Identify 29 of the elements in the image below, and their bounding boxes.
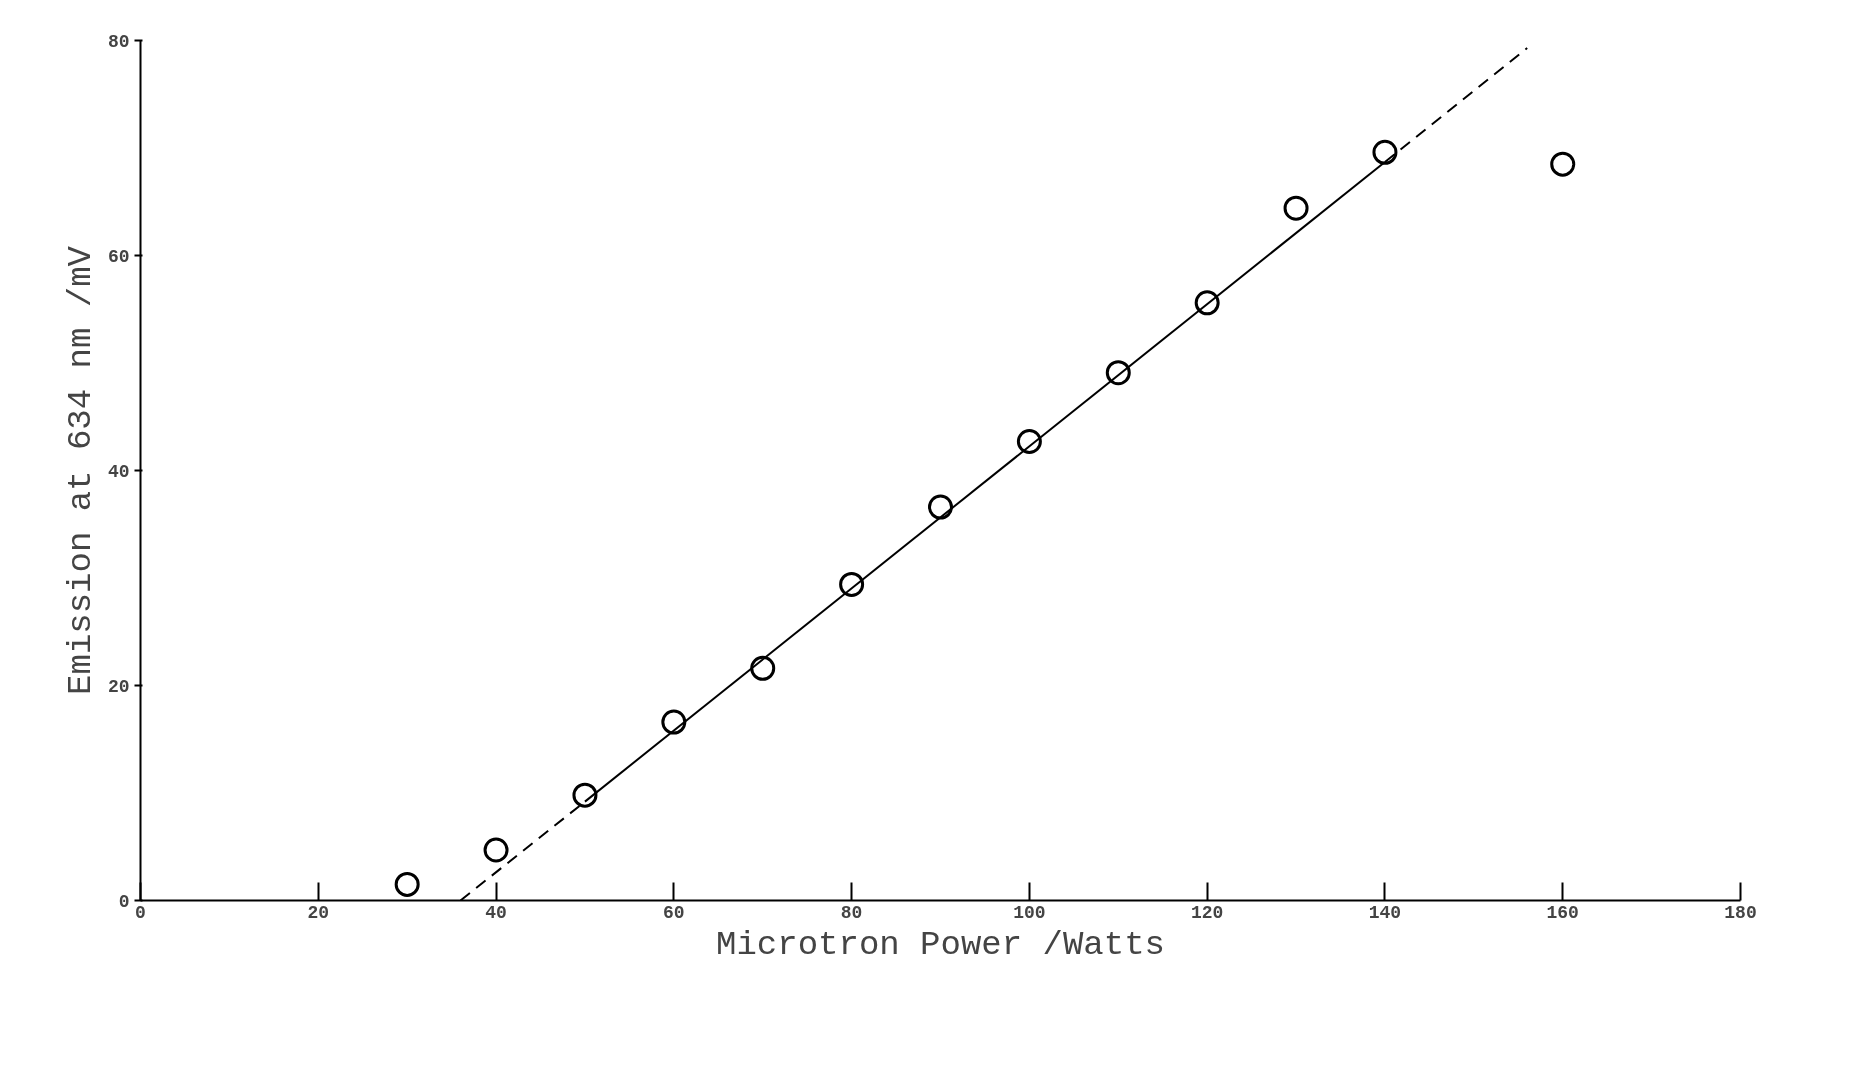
y-tick-label: 60 [107, 246, 130, 267]
point [928, 494, 953, 520]
y-axis-title: Emission at 634 nm /mV [61, 245, 100, 695]
y-tick-label: 20 [107, 676, 130, 697]
x-tick-label: 20 [307, 902, 330, 923]
point [1016, 429, 1042, 454]
x-tick-label: 40 [485, 902, 507, 923]
point [572, 782, 598, 808]
point [839, 571, 865, 597]
point [394, 871, 420, 897]
point [1283, 195, 1309, 221]
point [483, 837, 509, 863]
x-tick-label: 180 [1724, 902, 1757, 923]
point [1372, 139, 1398, 165]
point [1194, 290, 1220, 316]
x-tick-label: 120 [1190, 902, 1224, 923]
x-tick-label: 160 [1546, 902, 1579, 923]
x-tick-label: 140 [1368, 902, 1402, 923]
x-tick-label: 100 [1013, 902, 1046, 923]
point [1105, 360, 1131, 386]
point [750, 655, 776, 681]
x-axis-title: Microtron Power /Watts [716, 925, 1165, 964]
y-tick-label: 80 [107, 31, 130, 52]
x-tick-label: 80 [840, 902, 863, 923]
x-tick-label: 60 [663, 902, 685, 923]
y-tick-label: 40 [107, 461, 130, 482]
x-tick-label: 0 [135, 902, 146, 923]
point [661, 709, 687, 735]
point [1550, 151, 1576, 177]
